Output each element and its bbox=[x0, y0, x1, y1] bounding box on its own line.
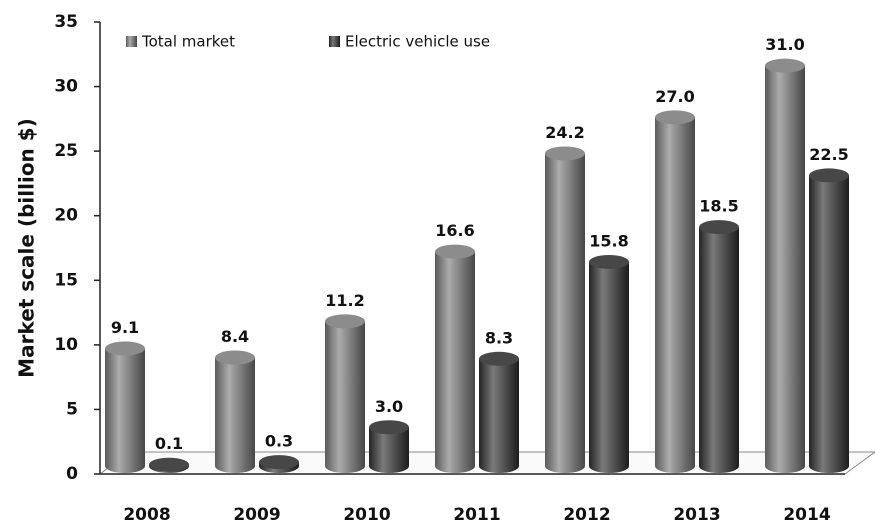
cylinder-body bbox=[479, 358, 519, 466]
x-tick-label: 2014 bbox=[783, 505, 830, 525]
cylinder-top bbox=[215, 350, 255, 365]
x-tick-label: 2008 bbox=[123, 505, 170, 525]
cylinder-top bbox=[105, 341, 145, 356]
y-tick-label: 30 bbox=[54, 77, 78, 97]
cylinder-top bbox=[259, 455, 299, 470]
legend-swatch bbox=[329, 36, 340, 47]
x-tick-label: 2013 bbox=[673, 505, 720, 525]
cylinder-top bbox=[809, 168, 849, 183]
cylinder-top bbox=[325, 314, 365, 329]
cylinder-top bbox=[149, 457, 189, 472]
cylinder-top bbox=[369, 420, 409, 435]
value-label: 31.0 bbox=[765, 35, 804, 54]
cylinder-body bbox=[809, 175, 849, 466]
y-tick-label: 5 bbox=[66, 399, 78, 419]
cylinder-top bbox=[765, 58, 805, 73]
cylinder-body bbox=[435, 251, 475, 466]
cylinder-body bbox=[699, 227, 739, 466]
cylinder-bar bbox=[369, 420, 409, 473]
cylinder-top bbox=[435, 244, 475, 259]
legend-label: Total market bbox=[141, 33, 235, 51]
value-label: 0.3 bbox=[265, 432, 293, 451]
cylinder-top bbox=[699, 220, 739, 235]
x-tick-label: 2012 bbox=[563, 505, 610, 525]
cylinder-top bbox=[589, 254, 629, 269]
x-tick-label: 2009 bbox=[233, 505, 280, 525]
cylinder-bar bbox=[325, 314, 365, 473]
cylinder-bar bbox=[435, 244, 475, 473]
legend-swatch bbox=[126, 36, 137, 47]
legend-label: Electric vehicle use bbox=[345, 33, 490, 51]
cylinder-bar bbox=[149, 457, 189, 473]
cylinder-bar bbox=[215, 350, 255, 473]
y-tick-label: 10 bbox=[54, 335, 78, 355]
cylinder-body bbox=[215, 357, 255, 466]
cylinder-bar bbox=[479, 351, 519, 473]
cylinder-top bbox=[545, 146, 585, 161]
value-label: 16.6 bbox=[435, 221, 474, 240]
cylinder-bar bbox=[589, 254, 629, 473]
cylinder-bar bbox=[105, 341, 145, 473]
cylinder-body bbox=[765, 65, 805, 467]
value-label: 22.5 bbox=[809, 145, 848, 164]
value-label: 3.0 bbox=[375, 397, 403, 416]
y-tick-label: 35 bbox=[54, 12, 78, 32]
y-tick-label: 0 bbox=[66, 464, 78, 484]
value-label: 9.1 bbox=[111, 318, 139, 337]
value-label: 18.5 bbox=[699, 197, 738, 216]
cylinder-top bbox=[479, 351, 519, 366]
y-axis-label: Market scale (billion $) bbox=[15, 118, 39, 378]
value-label: 27.0 bbox=[655, 87, 694, 106]
x-tick-label: 2010 bbox=[343, 505, 390, 525]
cylinder-bar bbox=[655, 110, 695, 473]
value-label: 8.3 bbox=[485, 328, 513, 347]
cylinder-top bbox=[655, 110, 695, 125]
x-tick-label: 2011 bbox=[453, 505, 500, 525]
cylinder-bar bbox=[809, 168, 849, 473]
cylinder-body bbox=[325, 321, 365, 466]
cylinder-body bbox=[105, 348, 145, 466]
y-tick-label: 15 bbox=[54, 270, 78, 290]
value-label: 11.2 bbox=[325, 291, 364, 310]
cylinder-bar bbox=[765, 58, 805, 473]
y-tick-label: 25 bbox=[54, 141, 78, 161]
value-label: 24.2 bbox=[545, 123, 584, 142]
value-label: 0.1 bbox=[155, 434, 183, 453]
cylinder-bar bbox=[699, 220, 739, 473]
cylinder-bar bbox=[259, 455, 299, 473]
y-tick-label: 20 bbox=[54, 206, 78, 226]
cylinder-body bbox=[545, 153, 585, 466]
cylinder-body bbox=[589, 261, 629, 466]
cylinder-body bbox=[655, 117, 695, 467]
cylinder-bar bbox=[545, 146, 585, 473]
value-label: 15.8 bbox=[589, 231, 628, 250]
value-label: 8.4 bbox=[221, 327, 249, 346]
